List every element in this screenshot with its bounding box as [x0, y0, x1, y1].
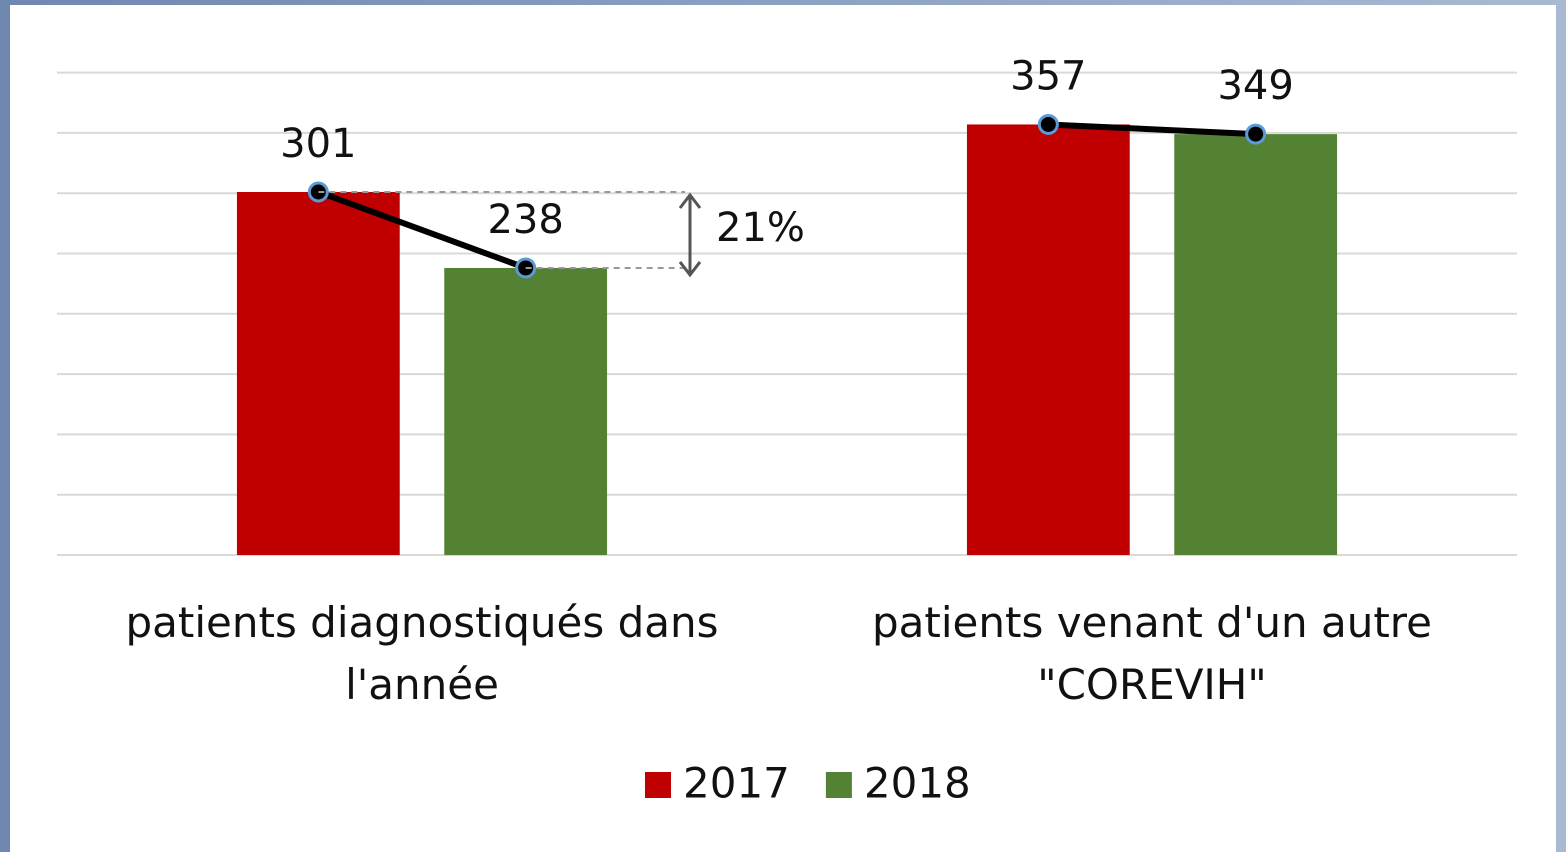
legend-label: 2017	[683, 759, 790, 808]
value-label: 349	[1217, 63, 1293, 109]
legend-swatch	[645, 772, 671, 798]
x-tick-label: patients diagnostiqués dans l'année	[125, 598, 718, 709]
bar	[1174, 134, 1338, 555]
x-tick-label-line: "COREVIH"	[1037, 660, 1266, 709]
x-tick-label-line: patients diagnostiqués dans	[125, 598, 718, 647]
legend-swatch	[825, 772, 852, 798]
annotation: 21%	[716, 205, 805, 251]
x-tick-label-line: l'année	[345, 660, 499, 709]
bar	[236, 191, 400, 555]
point	[1037, 113, 1059, 135]
x-tick-label: patients venant d'un autre "COREVIH"	[872, 598, 1432, 709]
trend-line	[1048, 121, 1256, 138]
bar	[444, 267, 608, 555]
x-tick-label-line: patients venant d'un autre	[872, 598, 1432, 647]
value-label: 238	[487, 197, 563, 243]
point	[1245, 123, 1267, 145]
value-label: 357	[1010, 53, 1086, 99]
legend-label: 2018	[864, 759, 971, 808]
arrow-head	[678, 261, 702, 278]
arrow-head	[678, 192, 702, 209]
trend-line	[317, 189, 527, 271]
value-label: 301	[280, 121, 356, 167]
bar	[966, 124, 1130, 555]
